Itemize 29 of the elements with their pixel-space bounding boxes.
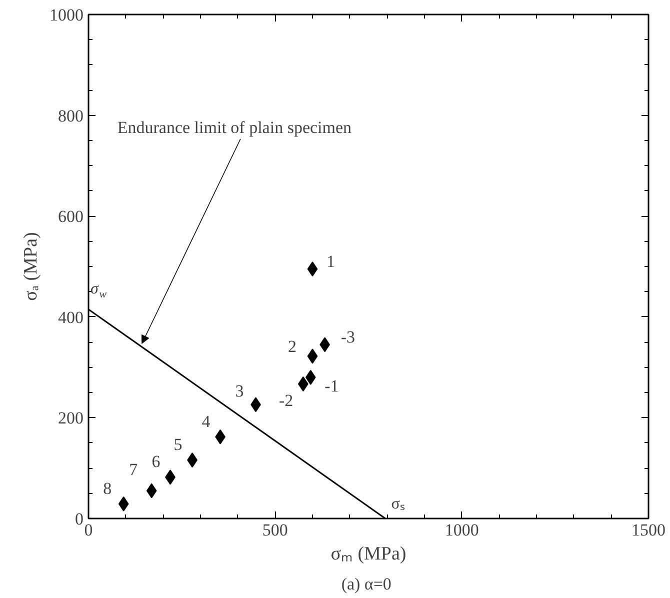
y-tick-label: 400 xyxy=(58,308,84,327)
annotation: 8 xyxy=(103,478,112,498)
annotation: 2 xyxy=(288,337,296,356)
y-tick-label: 800 xyxy=(58,106,84,126)
annotation: σₛ xyxy=(391,496,405,512)
y-tick-label: 1000 xyxy=(50,6,84,24)
point xyxy=(305,370,316,385)
x-tick-label: 1500 xyxy=(632,520,666,540)
x-tick-label: 500 xyxy=(262,520,288,540)
annotation: 5 xyxy=(174,435,182,454)
x-tick-label: 1000 xyxy=(444,520,479,540)
point xyxy=(146,483,157,498)
y-tick-label: 600 xyxy=(58,207,84,226)
annotation: 3 xyxy=(235,382,244,401)
point xyxy=(307,262,318,277)
text: (a) α=0 xyxy=(341,574,392,594)
point xyxy=(118,496,129,512)
annotation: 7 xyxy=(129,460,138,479)
annotation: -3 xyxy=(340,328,355,347)
annotation: 6 xyxy=(152,452,160,472)
annotation: Endurance limit of plain specimen xyxy=(117,118,352,137)
y-axis-title: σₐ (MPa) xyxy=(20,232,42,301)
y-tick-label: 200 xyxy=(58,408,84,428)
annotation: -2 xyxy=(279,390,294,410)
annotation: -1 xyxy=(324,376,339,396)
x-axis-title: σₘ (MPa) xyxy=(330,544,406,564)
annotation: 4 xyxy=(202,412,211,431)
point xyxy=(307,348,318,364)
annotation: 1 xyxy=(326,252,335,272)
